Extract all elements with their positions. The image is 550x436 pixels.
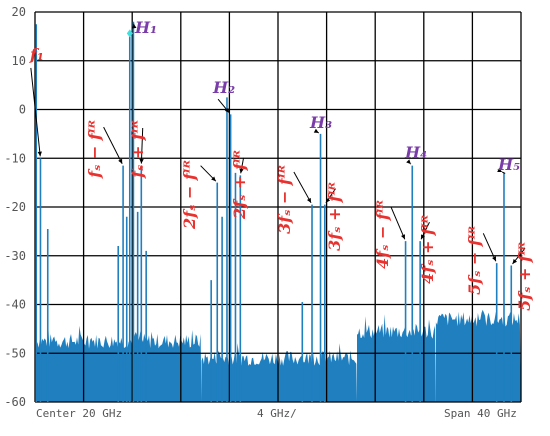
arrowhead-icon	[37, 151, 42, 157]
arrowhead-icon	[211, 176, 216, 182]
annotation-4fs_plus: 4fₛ + fᴵᴿ	[418, 215, 437, 284]
footer-span-label: Span 40 GHz	[444, 407, 517, 420]
annotation-H1: H₁	[134, 18, 157, 37]
arrowhead-icon	[313, 128, 319, 133]
annotation-arrow-5fs_minus	[482, 233, 497, 262]
spectral-peaks	[35, 21, 513, 402]
annotation-5fs_minus: 5fₛ − fᴵᴿ	[465, 226, 484, 295]
y-tick-label: -20	[4, 200, 26, 214]
annotation-arrow-3fs_minus	[293, 171, 312, 204]
arrowhead-icon	[512, 259, 518, 264]
arrowhead-icon	[325, 197, 331, 203]
y-tick-label: -30	[4, 249, 26, 263]
arrowhead-icon	[132, 23, 137, 29]
arrowhead-icon	[401, 234, 406, 240]
noise-segment-3	[435, 309, 521, 402]
y-tick-label: -60	[4, 395, 26, 409]
noise-floor	[35, 309, 521, 402]
footer-div-label: 4 GHz/	[257, 407, 297, 420]
annotation-arrow-f1	[30, 67, 41, 157]
annotation-f1: f₁	[29, 45, 44, 64]
annotation-3fs_plus: 3fₛ + fᴵᴿ	[325, 182, 344, 251]
y-tick-label: -40	[4, 298, 26, 312]
y-tick-label: -10	[4, 151, 26, 165]
annotation-H5: H₅	[497, 155, 520, 174]
arrowhead-icon	[139, 158, 144, 164]
annotation-arrow-fs_plus	[140, 127, 144, 164]
annotation-H3: H₃	[309, 113, 332, 132]
annotation-2fs_plus: 2fₛ + fᴵᴿ	[230, 150, 249, 220]
annotation-H4: H₄	[404, 143, 427, 162]
y-tick-label: -50	[4, 346, 26, 360]
annotation-2fs_minus: 2fₛ − fᴵᴿ	[180, 160, 199, 230]
annotation-4fs_minus: 4fₛ − fᴵᴿ	[373, 200, 392, 269]
arrowhead-icon	[118, 158, 123, 164]
arrowhead-icon	[224, 107, 230, 113]
arrowhead-icon	[421, 234, 425, 240]
noise-segment-1	[201, 343, 357, 402]
arrowhead-icon	[306, 197, 312, 203]
annotation-fs_minus: fₛ − fᴵᴿ	[85, 120, 104, 179]
y-tick-label: 0	[19, 103, 26, 117]
arrowhead-icon	[492, 256, 497, 262]
annotation-H2: H₂	[212, 78, 235, 97]
annotation-arrow-H5	[501, 171, 506, 174]
y-tick-label: 10	[12, 54, 26, 68]
footer-center-label: Center 20 GHz	[36, 407, 122, 420]
grid-lines	[34, 11, 522, 403]
annotation-3fs_minus: 3fₛ − fᴵᴿ	[275, 165, 294, 234]
arrowhead-icon	[239, 168, 244, 174]
annotation-5fs_plus: 5fₛ + fᴵᴿ	[515, 242, 534, 311]
marker-diamond-icon	[126, 29, 133, 38]
noise-segment-2	[357, 314, 436, 402]
annotation-arrow-fs_minus	[103, 126, 123, 165]
peak-annotations: f₁ H₁ fₛ − fᴵᴿ fₛ + fᴵᴿ H₂ 2fₛ − fᴵᴿ 2fₛ + fᴵᴿ…	[29, 18, 534, 311]
annotation-fs_plus: fₛ + fᴵᴿ	[128, 120, 147, 179]
y-axis-ticks: 20 10 0 -10 -20 -30 -40 -50 -60	[4, 5, 26, 409]
annotation-arrow-4fs_minus	[390, 207, 406, 240]
arrowhead-icon	[497, 168, 503, 173]
y-tick-label: 20	[12, 5, 26, 19]
arrowhead-icon	[406, 159, 411, 165]
